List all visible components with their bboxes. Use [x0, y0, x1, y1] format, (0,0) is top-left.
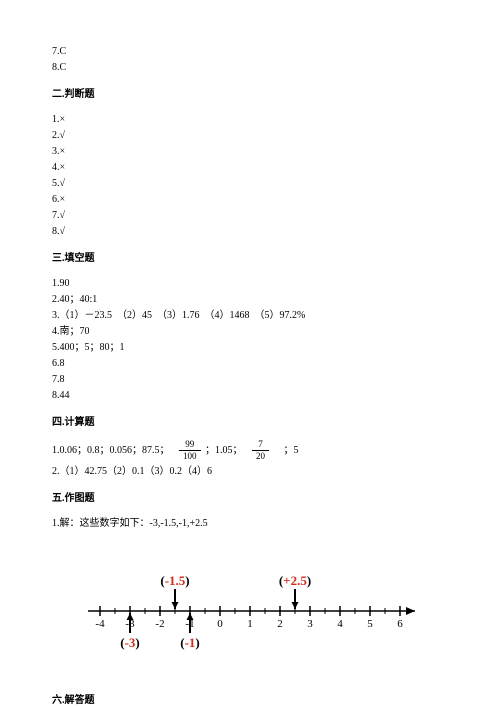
fraction: 7 20 — [252, 440, 269, 461]
answer-item: 7.C — [52, 44, 448, 59]
answer-item: 4.南；70 — [52, 324, 448, 339]
svg-text:5: 5 — [367, 618, 373, 630]
answer-item: 1.90 — [52, 276, 448, 291]
fraction-numerator: 7 — [252, 440, 269, 451]
svg-text:(+2.5): (+2.5) — [279, 573, 311, 588]
number-line-svg: -4-3-2-10123456(-1.5)(+2.5)(-3)(-1) — [70, 549, 430, 669]
answer-item: 1.× — [52, 112, 448, 127]
svg-text:-2: -2 — [155, 618, 164, 630]
fraction-denominator: 20 — [252, 451, 269, 461]
answer-item: 6.× — [52, 192, 448, 207]
svg-text:6: 6 — [397, 618, 403, 630]
answer-item: 5.√ — [52, 176, 448, 191]
answer-item: 8.44 — [52, 388, 448, 403]
calc-text: 1.0.06；0.8；0.056；87.5； — [52, 445, 175, 456]
section-2-list: 1.× 2.√ 3.× 4.× 5.√ 6.× 7.√ 8.√ — [52, 112, 448, 239]
answer-item: 8.√ — [52, 224, 448, 239]
calc-text: ；5 — [274, 445, 299, 456]
svg-text:(-1.5): (-1.5) — [160, 573, 189, 588]
top-carryover: 7.C 8.C — [52, 44, 448, 75]
answer-item: 2.√ — [52, 128, 448, 143]
svg-text:2: 2 — [277, 618, 283, 630]
fraction-denominator: 100 — [179, 451, 201, 461]
svg-text:(-1): (-1) — [180, 635, 200, 650]
svg-text:(-3): (-3) — [120, 635, 140, 650]
svg-text:1: 1 — [247, 618, 253, 630]
calc-text: ；1.05； — [205, 445, 248, 456]
answer-item: 6.8 — [52, 356, 448, 371]
answer-item: 7.8 — [52, 372, 448, 387]
answer-item: 3.（1）－23.5 （2）45 （3）1.76 （4）1468 （5）97.2… — [52, 308, 448, 323]
calc-line-1: 1.0.06；0.8；0.056；87.5； 99 100 ；1.05； 7 2… — [52, 440, 448, 461]
answer-item: 2.40；40:1 — [52, 292, 448, 307]
answer-item: 7.√ — [52, 208, 448, 223]
answer-item: 8.C — [52, 60, 448, 75]
section-heading-2: 二.判断题 — [52, 87, 448, 102]
section-heading-6: 六.解答题 — [52, 693, 448, 708]
figure-caption: 1.解：这些数字如下：-3,-1.5,-1,+2.5 — [52, 516, 448, 531]
section-heading-5: 五.作图题 — [52, 491, 448, 506]
svg-text:4: 4 — [337, 618, 343, 630]
answer-item: 5.400；5；80；1 — [52, 340, 448, 355]
section-heading-3: 三.填空题 — [52, 251, 448, 266]
answer-item: 4.× — [52, 160, 448, 175]
section-3-list: 1.90 2.40；40:1 3.（1）－23.5 （2）45 （3）1.76 … — [52, 276, 448, 403]
calc-line-2: 2.（1）42.75（2）0.1（3）0.2（4）6 — [52, 464, 448, 479]
svg-text:3: 3 — [307, 618, 313, 630]
svg-text:-4: -4 — [95, 618, 105, 630]
answer-item: 3.× — [52, 144, 448, 159]
fraction: 99 100 — [179, 440, 201, 461]
fraction-numerator: 99 — [179, 440, 201, 451]
svg-text:0: 0 — [217, 618, 223, 630]
number-line-figure: -4-3-2-10123456(-1.5)(+2.5)(-3)(-1) — [52, 549, 448, 669]
section-heading-4: 四.计算题 — [52, 415, 448, 430]
